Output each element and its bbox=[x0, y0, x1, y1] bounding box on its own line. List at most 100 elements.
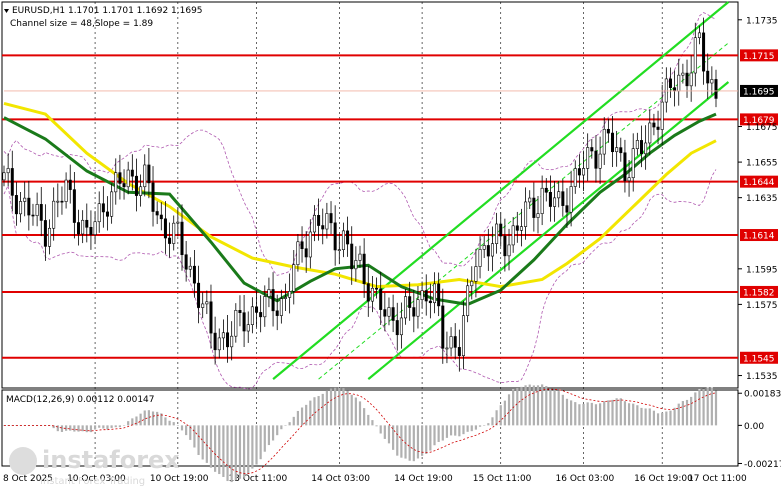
macd-histogram-bar bbox=[325, 390, 328, 426]
last-price-tag bbox=[740, 84, 778, 97]
macd-histogram-bar bbox=[528, 384, 531, 426]
candle-body bbox=[60, 200, 64, 203]
macd-histogram-bar bbox=[483, 425, 486, 426]
macd-histogram-bar bbox=[218, 425, 221, 475]
macd-histogram-bar bbox=[143, 410, 146, 426]
candle-body bbox=[644, 142, 648, 155]
macd-histogram-bar bbox=[106, 425, 109, 430]
candle-body bbox=[176, 221, 180, 224]
macd-pane-frame bbox=[1, 389, 739, 467]
macd-histogram-bar bbox=[69, 425, 72, 431]
candle-body bbox=[68, 179, 72, 190]
candle-body bbox=[358, 253, 362, 261]
macd-histogram-bar bbox=[176, 425, 179, 426]
candle-body bbox=[6, 168, 10, 174]
macd-histogram-bar bbox=[470, 425, 473, 432]
candle-body bbox=[507, 244, 511, 257]
candle-body bbox=[428, 300, 432, 304]
candle-body bbox=[217, 337, 221, 351]
macd-histogram-bar bbox=[661, 412, 664, 426]
candle-body bbox=[312, 215, 316, 233]
candle-body bbox=[155, 211, 159, 216]
candle-body bbox=[693, 37, 697, 74]
candle-body bbox=[482, 245, 486, 250]
macd-histogram-bar bbox=[582, 403, 585, 426]
macd-histogram-bar bbox=[172, 422, 175, 426]
candle-body bbox=[635, 140, 639, 149]
candle-body bbox=[706, 70, 710, 84]
macd-histogram-bar bbox=[334, 387, 337, 426]
time-tick-label: 8 Oct 2025 bbox=[3, 474, 53, 484]
candle-body bbox=[110, 191, 114, 217]
macd-histogram-bar bbox=[309, 400, 312, 426]
candle-body bbox=[490, 243, 494, 257]
candle-body bbox=[673, 87, 677, 92]
candle-body bbox=[230, 335, 234, 348]
candle-body bbox=[582, 168, 586, 176]
macd-histogram-bar bbox=[358, 401, 362, 426]
candle-body bbox=[304, 248, 308, 258]
level-label: 1.1614 bbox=[743, 232, 775, 242]
macd-histogram-bar bbox=[271, 425, 275, 441]
macd-histogram-bar bbox=[64, 425, 68, 431]
candle-body bbox=[39, 204, 43, 221]
macd-histogram-bar bbox=[139, 413, 142, 426]
candle-body bbox=[283, 297, 287, 299]
watermark-brand: instaforex bbox=[42, 446, 180, 474]
candle-body bbox=[668, 78, 672, 88]
time-tick-label: 13 Oct 11:00 bbox=[229, 474, 288, 484]
candle-body bbox=[532, 197, 536, 218]
macd-tick-label: -0.00217 bbox=[744, 460, 781, 470]
macd-histogram-bar bbox=[574, 402, 577, 426]
macd-histogram-bar bbox=[396, 425, 399, 456]
candle-body bbox=[292, 264, 296, 292]
macd-histogram-bar bbox=[702, 388, 705, 426]
macd-histogram-bar bbox=[156, 411, 159, 426]
candle-body bbox=[209, 301, 213, 334]
macd-histogram-bar bbox=[694, 392, 697, 426]
candle-body bbox=[602, 128, 606, 155]
candle-body bbox=[478, 249, 482, 267]
macd-histogram-bar bbox=[507, 394, 511, 426]
channel-line bbox=[367, 81, 730, 380]
candle-body bbox=[27, 197, 31, 216]
candle-body bbox=[329, 213, 333, 224]
macd-histogram-bar bbox=[73, 425, 76, 432]
macd-histogram-bar bbox=[89, 425, 93, 433]
candle-body bbox=[10, 168, 14, 196]
candle-body bbox=[660, 101, 664, 130]
macd-histogram-bar bbox=[164, 417, 167, 426]
candle-body bbox=[557, 191, 561, 199]
candle-body bbox=[528, 197, 532, 203]
macd-histogram-bar bbox=[714, 390, 718, 426]
candle-body bbox=[346, 230, 350, 245]
macd-histogram-bar bbox=[230, 425, 233, 483]
candle-body bbox=[453, 336, 457, 348]
time-tick-label: 14 Oct 19:00 bbox=[394, 474, 453, 484]
macd-histogram-bar bbox=[280, 425, 283, 430]
macd-histogram-bar bbox=[685, 399, 689, 426]
macd-histogram-bar bbox=[607, 400, 610, 426]
price-tick-label: 1.1595 bbox=[746, 265, 778, 275]
candle-body bbox=[23, 197, 27, 202]
candle-body bbox=[631, 148, 635, 179]
candle-body bbox=[147, 164, 151, 184]
macd-histogram-bar bbox=[102, 425, 105, 429]
macd-histogram-bar bbox=[342, 388, 345, 426]
macd-histogram-bar bbox=[193, 425, 196, 448]
candle-body bbox=[188, 265, 192, 270]
level-label: 1.1545 bbox=[743, 354, 775, 364]
candle-body bbox=[399, 317, 403, 336]
candle-body bbox=[255, 306, 259, 313]
level-tag bbox=[740, 285, 778, 298]
candle-body bbox=[441, 305, 445, 349]
macd-histogram-bar bbox=[553, 389, 556, 426]
candle-body bbox=[221, 332, 225, 339]
level-label: 1.1644 bbox=[743, 178, 775, 188]
candle-body bbox=[43, 220, 47, 247]
macd-histogram-bar bbox=[284, 425, 287, 426]
candle-body bbox=[511, 225, 515, 246]
candle-body bbox=[263, 296, 267, 318]
macd-histogram-bar bbox=[598, 403, 602, 426]
candle-body bbox=[611, 132, 615, 153]
